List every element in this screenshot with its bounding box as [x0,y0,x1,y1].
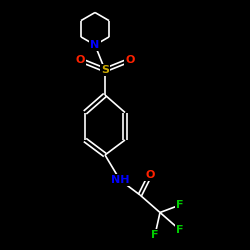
Text: F: F [151,230,159,240]
Text: F: F [176,200,184,210]
Text: O: O [75,55,85,65]
Text: F: F [176,225,184,235]
Text: O: O [125,55,135,65]
Text: S: S [101,65,109,75]
Text: NH: NH [111,175,129,185]
Text: N: N [90,40,100,50]
Text: O: O [145,170,155,180]
